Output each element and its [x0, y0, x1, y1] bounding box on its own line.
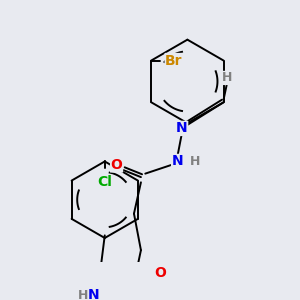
Text: N: N [176, 122, 188, 135]
Text: Cl: Cl [97, 176, 112, 189]
Text: N: N [172, 154, 183, 168]
Text: H: H [190, 155, 200, 168]
Text: Br: Br [165, 53, 183, 68]
Text: O: O [111, 158, 122, 172]
Text: H: H [77, 289, 88, 300]
Text: N: N [88, 288, 99, 300]
Text: O: O [154, 266, 166, 280]
Text: H: H [222, 71, 232, 84]
